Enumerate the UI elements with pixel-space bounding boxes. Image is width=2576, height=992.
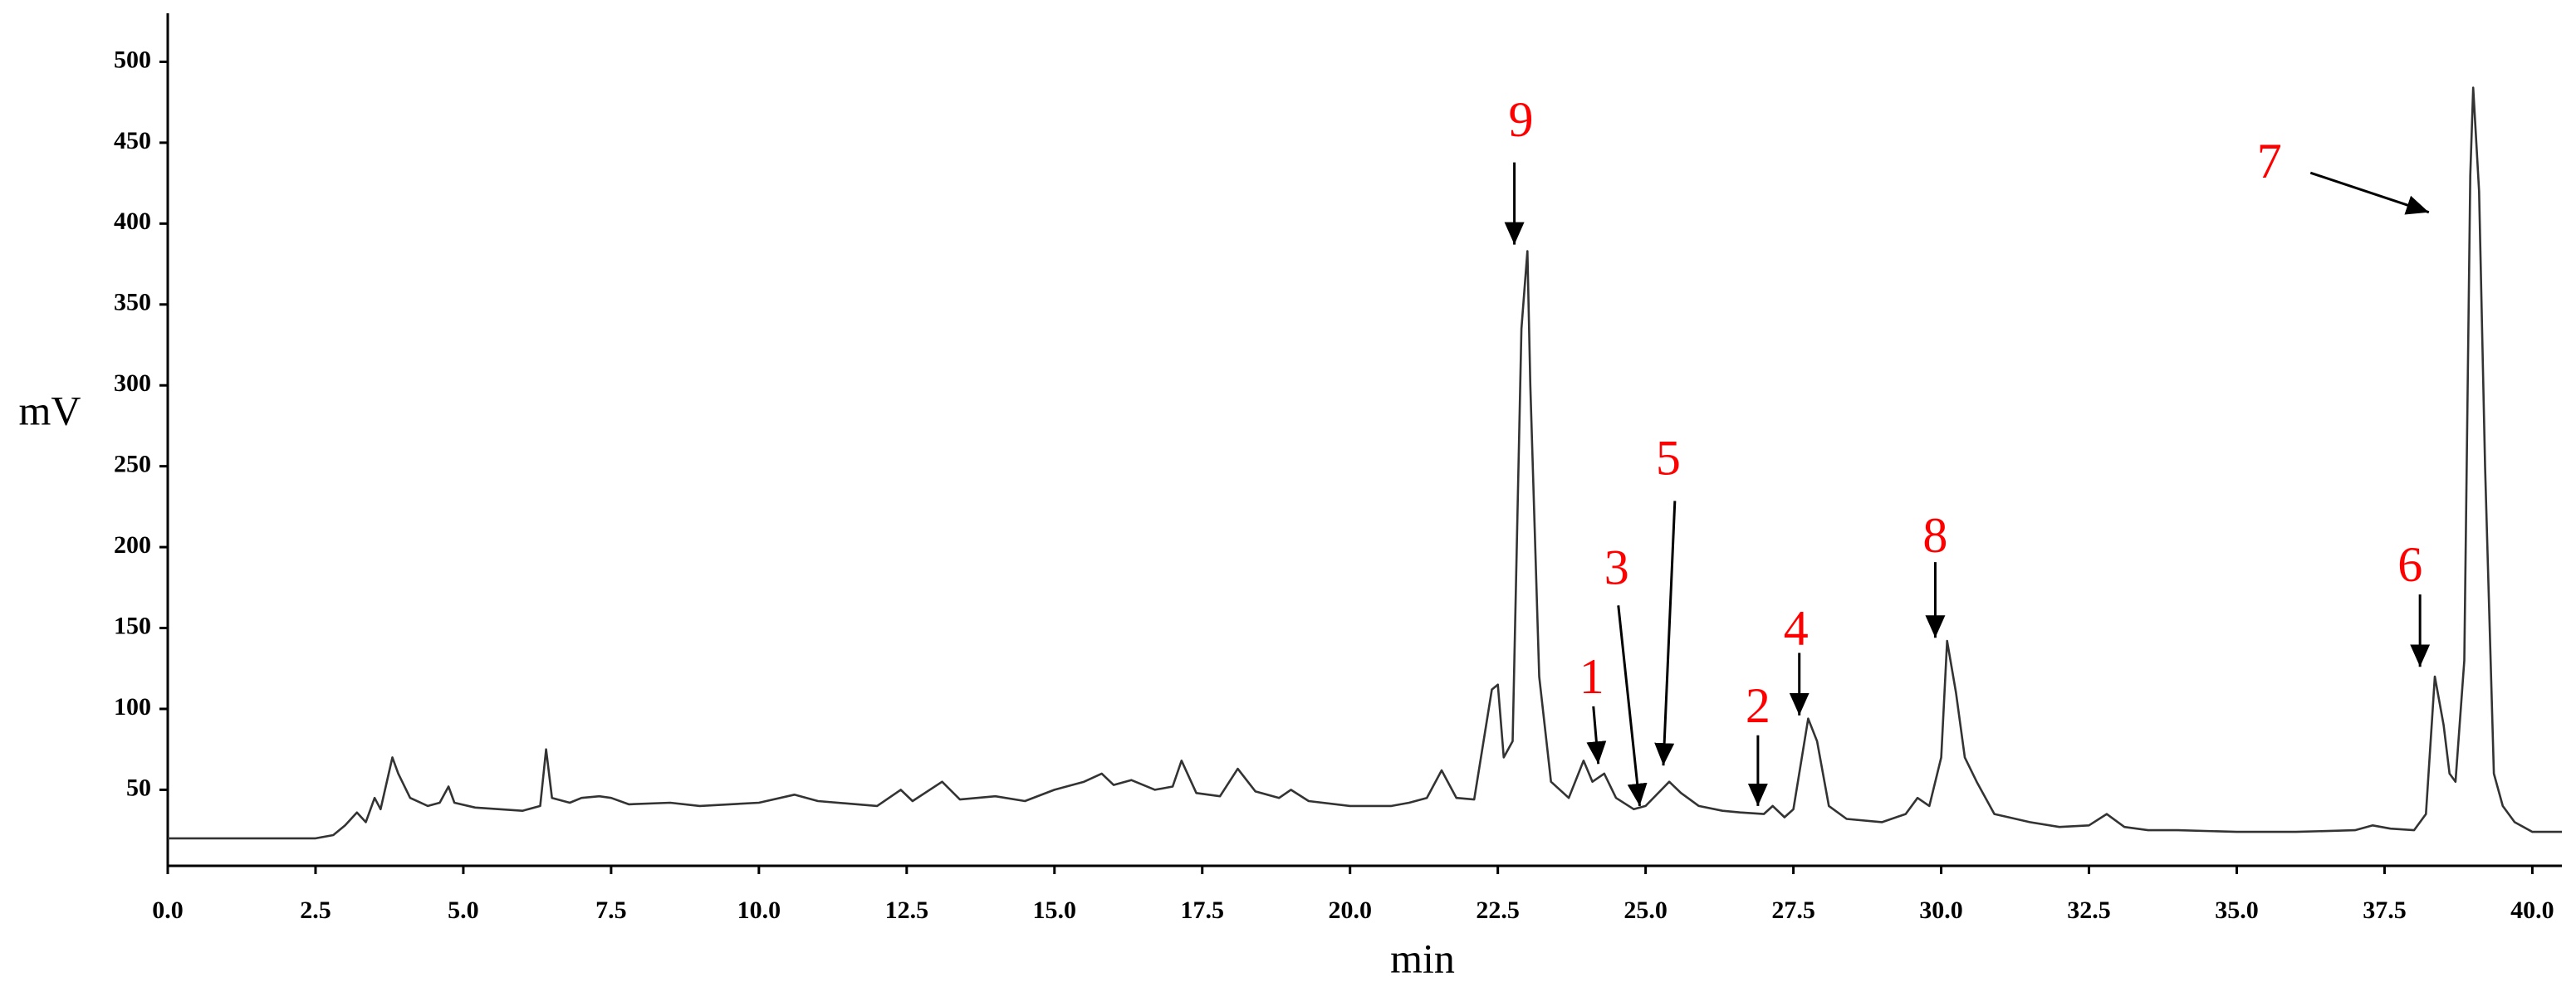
x-tick-label: 0.0 (152, 897, 184, 924)
trace (168, 86, 2562, 840)
y-tick-label: 400 (114, 208, 151, 235)
annotation-arrow (2309, 171, 2430, 215)
x-tick-label: 27.5 (1771, 897, 1815, 924)
annotation-label: 3 (1604, 540, 1629, 595)
annotation-label: 2 (1746, 678, 1770, 733)
x-tick-label: 2.5 (300, 897, 331, 924)
y-tick-label: 100 (114, 693, 151, 721)
annotation-arrow (1617, 605, 1648, 807)
y-tick-label: 250 (114, 451, 151, 478)
x-tick-label: 17.5 (1180, 897, 1224, 924)
annotation-label: 5 (1656, 431, 1681, 486)
x-tick-label: 10.0 (737, 897, 781, 924)
y-tick-label: 300 (114, 369, 151, 397)
annotation-label: 8 (1922, 508, 1947, 563)
y-tick-label: 200 (114, 531, 151, 559)
x-tick-label: 37.5 (2363, 897, 2407, 924)
x-tick-label: 35.0 (2215, 897, 2259, 924)
y-tick-label: 500 (114, 46, 151, 73)
x-tick-label: 40.0 (2510, 897, 2554, 924)
x-tick-label: 22.5 (1476, 897, 1520, 924)
annotation-arrow (1586, 706, 1607, 765)
x-tick-label: 32.5 (2067, 897, 2111, 924)
x-tick-label: 30.0 (1919, 897, 1963, 924)
annotation-label: 6 (2397, 537, 2422, 592)
y-tick-label: 50 (126, 774, 151, 801)
x-tick-label: 25.0 (1623, 897, 1668, 924)
x-tick-label: 7.5 (595, 897, 627, 924)
annotation-label: 1 (1579, 649, 1604, 704)
y-tick-label: 150 (114, 612, 151, 639)
x-tick-label: 20.0 (1328, 897, 1372, 924)
annotation-label: 4 (1784, 601, 1809, 656)
y-axis-title: mV (19, 387, 81, 433)
x-tick-label: 12.5 (885, 897, 929, 924)
x-axis-title: min (1390, 935, 1455, 981)
x-tick-label: 5.0 (448, 897, 479, 924)
y-tick-label: 450 (114, 127, 151, 154)
x-tick-label: 15.0 (1033, 897, 1077, 924)
y-tick-label: 350 (114, 289, 151, 316)
annotation-label: 7 (2257, 134, 2282, 188)
annotation-label: 9 (1509, 92, 1534, 147)
annotation-arrow (1654, 501, 1677, 766)
